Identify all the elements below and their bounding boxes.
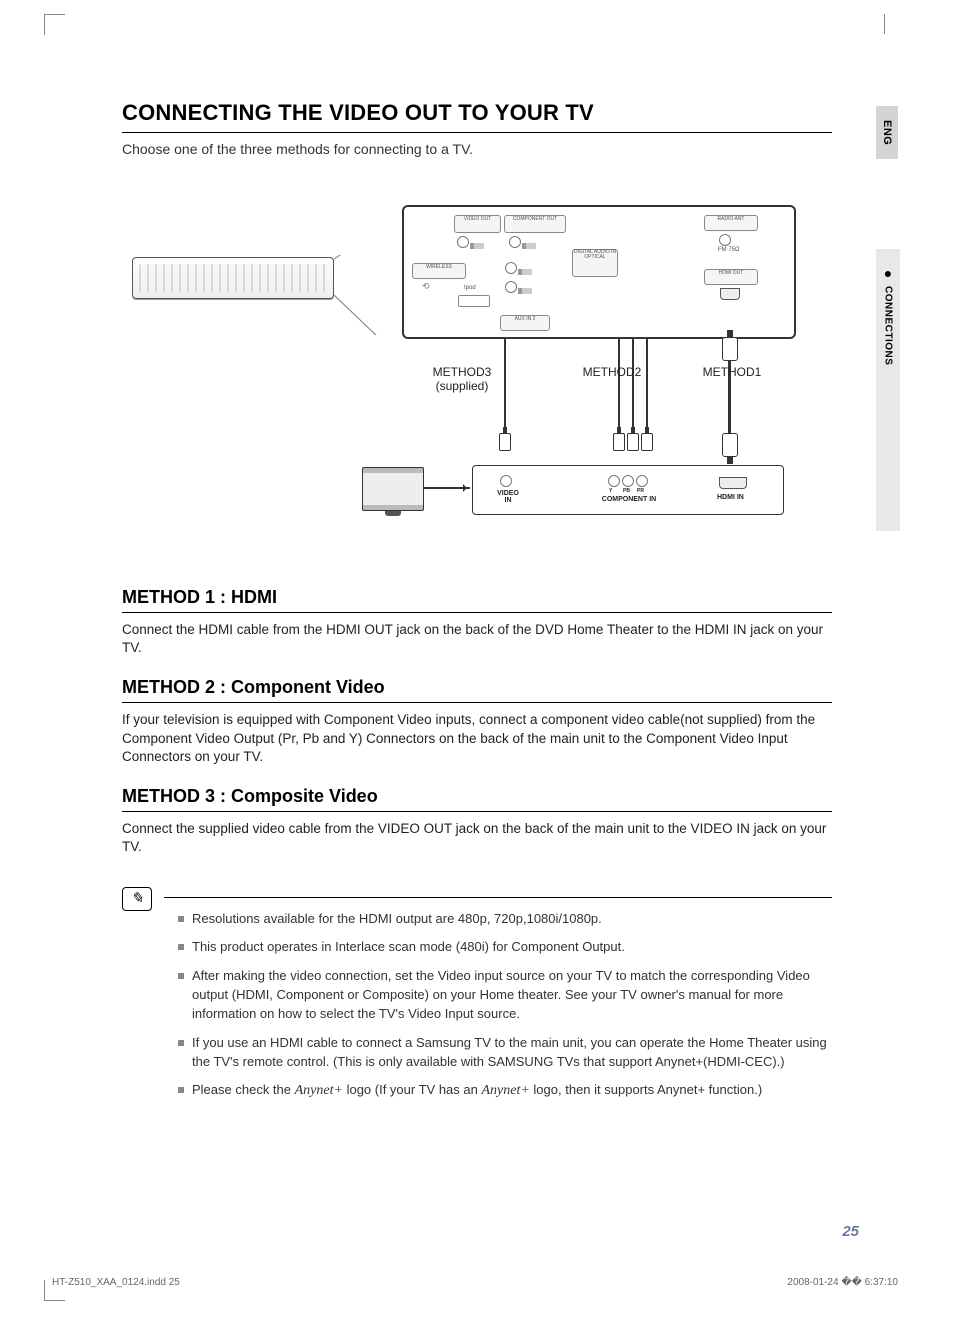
- content: CONNECTING THE VIDEO OUT TO YOUR TV Choo…: [122, 100, 832, 1112]
- wireless-sym: ⟲: [422, 281, 430, 292]
- anynet-logo: Anynet+: [481, 1083, 529, 1098]
- port-video-out: VIDEO OUT: [454, 215, 501, 233]
- page: ENG ● CONNECTIONS CONNECTING THE VIDEO O…: [0, 0, 954, 1318]
- port-ipod: Ipod: [464, 285, 476, 291]
- label-method1: METHOD1: [692, 365, 772, 379]
- note-icon: ✎: [122, 887, 152, 911]
- ipod-port: [458, 295, 490, 307]
- connection-diagram: VIDEO OUT COMPONENT OUT WIRELESS ⟲ Ipod …: [122, 197, 822, 557]
- hdmi-jack: [720, 287, 740, 305]
- unit-thumbnail: [132, 257, 334, 299]
- tv-y: Y: [609, 488, 612, 494]
- plug-hdmi-bottom: [722, 433, 738, 457]
- tv-monitor-icon: [362, 467, 424, 511]
- tv-pb: PB: [623, 488, 630, 494]
- side-tabs: ENG ● CONNECTIONS: [876, 106, 902, 621]
- zoom-lines: [332, 255, 412, 335]
- label-method3: METHOD3 (supplied): [422, 365, 502, 393]
- label-method2: METHOD2: [572, 365, 652, 379]
- tv-component-in-label: COMPONENT IN: [599, 496, 659, 503]
- crop-mark: [884, 14, 886, 34]
- page-title: CONNECTING THE VIDEO OUT TO YOUR TV: [122, 100, 832, 133]
- note-check-post: logo, then it supports Anynet+ function.…: [533, 1082, 762, 1097]
- method1-heading: METHOD 1 : HDMI: [122, 587, 832, 613]
- plug-hdmi-top: [722, 337, 738, 361]
- note-item: If you use an HDMI cable to connect a Sa…: [178, 1034, 832, 1072]
- note-item: After making the video connection, set t…: [178, 967, 832, 1024]
- footer-right: 2008-01-24 �� 6:37:10: [787, 1277, 898, 1288]
- tv-video-in-label: VIDEO IN: [493, 490, 523, 504]
- plug-component-3: [641, 433, 653, 451]
- port-hdmi-out: HDMI OUT: [704, 269, 758, 285]
- method2-body: If your television is equipped with Comp…: [122, 711, 832, 766]
- method3-text: METHOD3: [433, 365, 492, 379]
- plug-component-2: [627, 433, 639, 451]
- note-check-mid: logo (If your TV has an: [347, 1082, 482, 1097]
- tv-hdmi-jack: [719, 476, 747, 494]
- fm75-label: FM 75Ω: [718, 247, 740, 253]
- optical-label: OPTICAL: [584, 254, 605, 260]
- note-item: Please check the Anynet+ logo (If your T…: [178, 1081, 832, 1101]
- method3-body: Connect the supplied video cable from th…: [122, 820, 832, 856]
- note-check-pre: Please check the: [192, 1082, 295, 1097]
- lang-tab: ENG: [876, 106, 898, 159]
- video-out-jack: [456, 235, 484, 254]
- port-component-out: COMPONENT OUT: [504, 215, 566, 233]
- tv-arrow: [424, 487, 470, 489]
- port-radio-ant: RADIO ANT: [704, 215, 758, 231]
- tv-pr: PR: [637, 488, 644, 494]
- port-aux: AUX IN 2: [500, 315, 550, 331]
- method3-heading: METHOD 3 : Composite Video: [122, 786, 832, 812]
- page-subtitle: Choose one of the three methods for conn…: [122, 141, 832, 157]
- note-item: This product operates in Interlace scan …: [178, 938, 832, 957]
- method1-body: Connect the HDMI cable from the HDMI OUT…: [122, 621, 832, 657]
- component-jacks: [504, 261, 532, 299]
- tv-hdmi-in-label: HDMI IN: [717, 494, 744, 501]
- method2-heading: METHOD 2 : Component Video: [122, 677, 832, 703]
- port-digital-audio: DIGITAL AUDIO IN OPTICAL: [572, 249, 618, 277]
- crop-mark: [44, 14, 65, 35]
- method3-sub: (supplied): [436, 379, 489, 393]
- page-number: 25: [842, 1223, 859, 1240]
- tv-input-panel: VIDEO IN Y PB PR COMPONENT IN HDMI IN: [472, 465, 784, 515]
- note-item: Resolutions available for the HDMI outpu…: [178, 910, 832, 929]
- port-wireless: WIRELESS: [412, 263, 466, 279]
- notes: ✎ Resolutions available for the HDMI out…: [122, 897, 832, 1102]
- section-tab: ● CONNECTIONS: [876, 249, 900, 531]
- plug-composite: [499, 433, 511, 451]
- notes-list: Resolutions available for the HDMI outpu…: [122, 898, 832, 1102]
- section-tab-label: CONNECTIONS: [883, 286, 894, 365]
- rear-panel: VIDEO OUT COMPONENT OUT WIRELESS ⟲ Ipod …: [402, 205, 796, 339]
- footer-left: HT-Z510_XAA_0124.indd 25: [52, 1277, 180, 1288]
- anynet-logo: Anynet+: [295, 1083, 343, 1098]
- plug-component-1: [613, 433, 625, 451]
- component-jack-row: [508, 235, 536, 254]
